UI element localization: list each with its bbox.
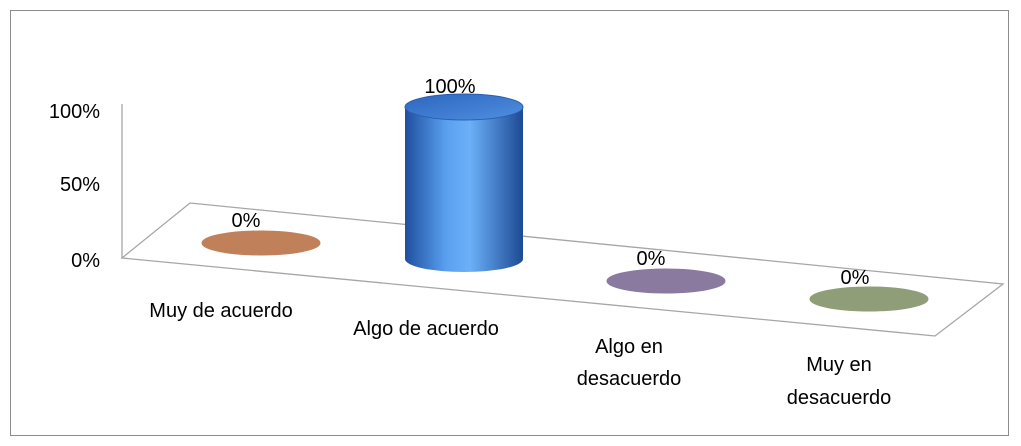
bar-muy-en-desacuerdo [809, 286, 929, 312]
category-label: Algo de acuerdo [353, 318, 499, 340]
y-tick-label: 0% [71, 250, 100, 272]
category-label: Algo en [595, 336, 663, 358]
bar-algo-de-acuerdo [404, 93, 524, 272]
data-label: 0% [841, 267, 870, 289]
category-label: Muy de acuerdo [149, 300, 292, 322]
category-label: desacuerdo [787, 387, 892, 409]
category-label: desacuerdo [577, 368, 682, 390]
bar-muy-de-acuerdo [201, 230, 321, 256]
y-tick-label: 100% [49, 101, 100, 123]
bar-algo-en-desacuerdo [606, 268, 726, 294]
category-label: Muy en [806, 354, 872, 376]
data-label: 0% [637, 248, 666, 270]
chart-floor [120, 202, 1005, 337]
data-label: 100% [424, 76, 475, 98]
y-tick-label: 50% [60, 174, 100, 196]
data-label: 0% [232, 210, 261, 232]
